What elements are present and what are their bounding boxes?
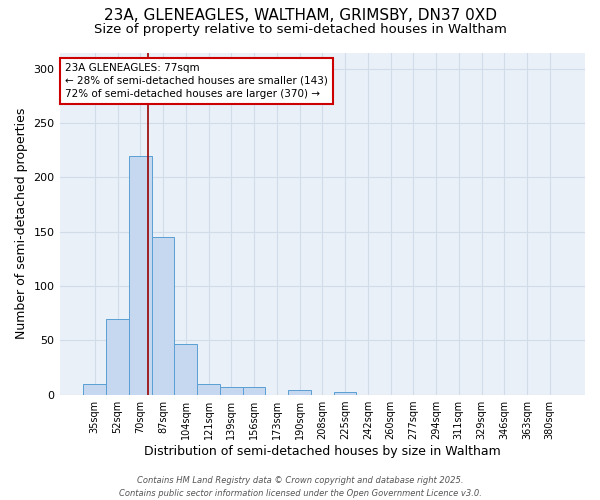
Y-axis label: Number of semi-detached properties: Number of semi-detached properties <box>15 108 28 339</box>
Bar <box>83 384 106 394</box>
Bar <box>152 237 175 394</box>
Bar <box>220 387 242 394</box>
Text: 23A, GLENEAGLES, WALTHAM, GRIMSBY, DN37 0XD: 23A, GLENEAGLES, WALTHAM, GRIMSBY, DN37 … <box>104 8 497 22</box>
Bar <box>242 387 265 394</box>
Bar <box>288 390 311 394</box>
X-axis label: Distribution of semi-detached houses by size in Waltham: Distribution of semi-detached houses by … <box>144 444 500 458</box>
Bar <box>129 156 152 394</box>
Bar <box>197 384 220 394</box>
Bar <box>106 318 129 394</box>
Text: 23A GLENEAGLES: 77sqm
← 28% of semi-detached houses are smaller (143)
72% of sem: 23A GLENEAGLES: 77sqm ← 28% of semi-deta… <box>65 63 328 99</box>
Text: Size of property relative to semi-detached houses in Waltham: Size of property relative to semi-detach… <box>94 22 506 36</box>
Bar <box>334 392 356 394</box>
Bar <box>175 344 197 394</box>
Text: Contains HM Land Registry data © Crown copyright and database right 2025.
Contai: Contains HM Land Registry data © Crown c… <box>119 476 481 498</box>
